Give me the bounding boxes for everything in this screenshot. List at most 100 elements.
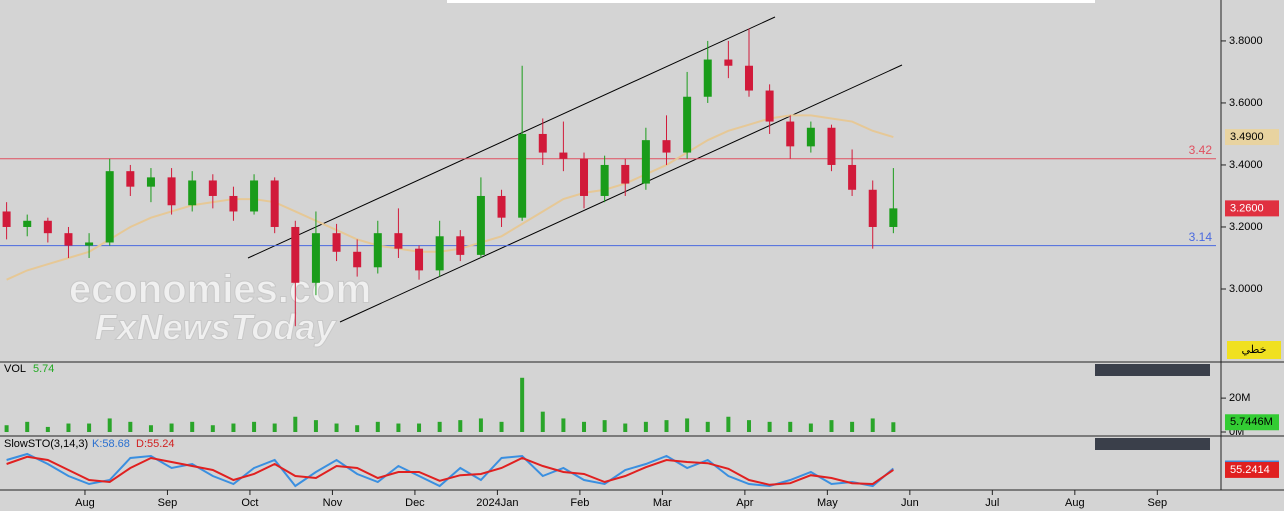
candle-body [641,140,650,184]
volume-bar [313,420,318,432]
volume-bar [66,423,71,432]
volume-bar [272,423,277,432]
price-tag-label: 5.7446M [1230,416,1273,428]
level-label: 3.14 [1189,230,1213,244]
candle-body [497,195,506,218]
candle-body [580,158,589,196]
volume-bar [602,420,607,432]
panel-value: 5.74 [33,363,54,375]
candle-body [435,236,444,271]
x-tick-label: Jun [901,497,919,509]
x-tick-label: Sep [158,497,178,509]
candle-body [724,59,733,66]
volume-bar [169,423,174,432]
candle-body [270,180,279,227]
candle-body [332,233,341,252]
x-tick-label: Aug [75,497,95,509]
volume-bar [746,420,751,432]
candle-body [889,208,898,227]
volume-bar [293,416,298,432]
volume-bar [685,418,690,432]
panel-toolbar [1095,364,1210,450]
price-tag [1225,461,1279,478]
panel-name: SlowSTO(3,14,3) [4,438,88,450]
volume-bar [458,420,463,432]
volume-bar [891,422,896,432]
price-tag-label: 3.4900 [1230,131,1264,143]
volume-bar [87,423,92,432]
candle-body [621,164,630,184]
candle-body [105,171,114,243]
candle-body [683,96,692,153]
candle-body [744,65,753,91]
volume-bar [417,423,422,432]
candle-body [868,189,877,227]
oscillator-line [6,455,894,486]
volume-bar [540,411,545,432]
x-tick-label: Sep [1148,497,1168,509]
candle-body [373,233,382,268]
x-tick-label: Jul [985,497,999,509]
volume-bar [726,416,731,432]
candle-body [827,127,836,165]
candle-body [43,220,52,234]
candle-body [600,164,609,196]
x-tick-label: Apr [736,497,753,509]
y-tick-label: 3.6000 [1229,97,1263,109]
x-tick-label: 2024Jan [476,497,518,509]
candle-body [167,177,176,206]
volume-bar [107,418,112,432]
panel-value: D:55.24 [136,438,175,450]
candle-body [518,133,527,218]
candle-body [415,248,424,271]
y-tick-label: 3.0000 [1229,283,1263,295]
candle-body [291,226,300,283]
watermark: FxNewsToday [95,307,338,348]
candle-body [848,164,857,190]
candle-body [538,133,547,153]
y-tick-label: 20M [1229,392,1250,404]
candle-body [208,180,217,196]
volume-bar [128,421,133,432]
volume-bar [582,421,587,432]
candle-body [85,242,94,246]
button-label[interactable]: خطي [1242,344,1267,356]
volume-bar [623,423,628,432]
volume-bar [355,425,360,432]
volume-bar [664,420,669,432]
volume-bar [334,423,339,432]
candle-body [476,195,485,255]
volume-bar [808,423,813,432]
y-tick-label: 3.2000 [1229,221,1263,233]
trend-line [339,64,903,323]
volume-bar [705,421,710,432]
candle-body [765,90,774,122]
candle-body [188,180,197,206]
candle-body [806,127,815,147]
price-tag-label: 3.2600 [1230,202,1264,214]
volume-bar [788,421,793,432]
y-tick-label: 3.4000 [1229,159,1263,171]
candle-body [146,177,155,187]
price-tag [1225,200,1279,217]
volume-bar [437,421,442,432]
volume-bar [231,423,236,432]
volume-bar [45,426,50,432]
x-tick-label: Nov [323,497,343,509]
x-tick-label: Mar [653,497,672,509]
volume-bar [520,377,525,432]
volume-bar [643,421,648,432]
volume-bar [375,421,380,432]
moving-average [6,114,894,281]
candle-body [456,236,465,255]
candle-body [662,140,671,153]
candle-body [703,59,712,97]
x-tick-label: Oct [241,497,258,509]
button[interactable] [1227,341,1281,359]
volume-bar [396,423,401,432]
price-tag [1225,129,1279,146]
x-tick-label: May [817,497,838,509]
candle-body [250,180,259,212]
panel-name: VOL [4,363,26,375]
